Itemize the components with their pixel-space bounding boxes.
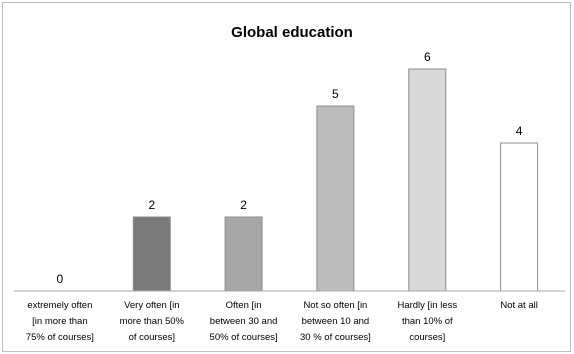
tick-label-0-line-0: extremely often: [27, 300, 92, 311]
tick-label-0-line-2: 75% of courses]: [26, 332, 94, 343]
bar-5: [500, 142, 539, 292]
chart-title: Global education: [231, 24, 353, 41]
tick-label-1-line-1: more than 50%: [120, 316, 185, 327]
tick-label-0-line-1: [in more than: [32, 316, 87, 327]
tick-label-3-line-1: between 10 and: [302, 316, 370, 327]
bar-1: [132, 216, 171, 292]
tick-label-5-line-0: Not at all: [500, 300, 538, 311]
tick-label-3-line-0: Not so often [in: [303, 300, 367, 311]
tick-label-3-line-2: 30 % of courses]: [300, 332, 371, 343]
tick-label-2-line-2: 50% of courses]: [210, 332, 278, 343]
tick-label-4-line-0: Hardly [in less: [397, 300, 457, 311]
tick-label-4-line-2: courses]: [409, 332, 445, 343]
tick-label-1-line-2: of courses]: [129, 332, 175, 343]
data-label-1: 2: [148, 198, 155, 212]
data-label-2: 2: [240, 198, 247, 212]
data-label-4: 6: [424, 50, 431, 64]
bar-4: [408, 68, 447, 292]
tick-label-2-line-1: between 30 and: [210, 316, 278, 327]
bars-group: [132, 68, 539, 292]
tick-label-2-line-0: Often [in: [226, 300, 262, 311]
bar-3: [316, 105, 355, 292]
tick-label-4-line-1: than 10% of: [402, 316, 453, 327]
data-label-5: 4: [516, 124, 523, 138]
data-label-3: 5: [332, 87, 339, 101]
tick-label-1-line-0: Very often [in: [124, 300, 179, 311]
bar-2: [224, 216, 263, 292]
tick-labels-group: extremely often [in more than 75% of cours…: [26, 300, 538, 343]
data-labels-group: 0 2 2 5 6 4: [57, 50, 523, 286]
data-label-0: 0: [57, 272, 64, 286]
